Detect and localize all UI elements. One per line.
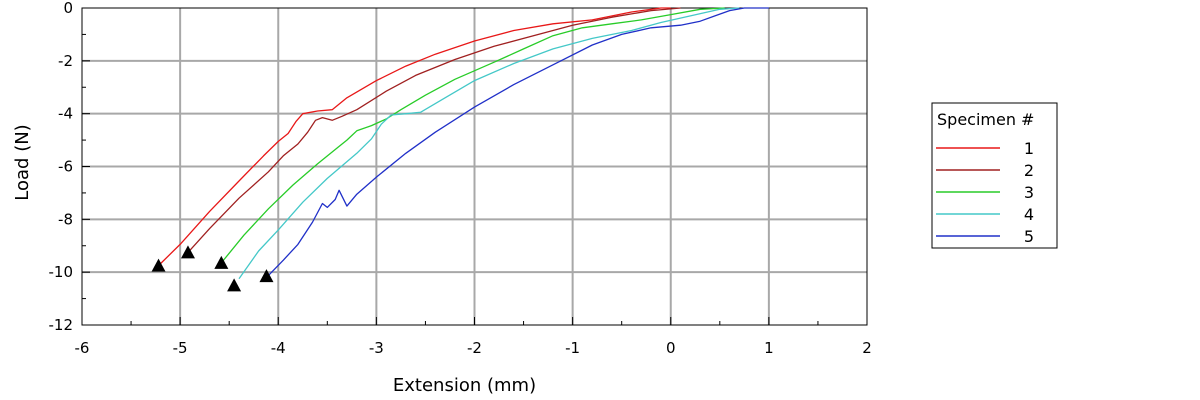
legend-label-4: 4: [1024, 205, 1034, 224]
series-line-2: [187, 7, 681, 253]
legend-label-1: 1: [1024, 139, 1034, 158]
x-tick-label: -5: [173, 339, 188, 357]
x-tick-label: -6: [75, 339, 90, 357]
series-line-4: [238, 7, 740, 280]
legend-label-3: 3: [1024, 183, 1034, 202]
series-lines: [158, 7, 769, 280]
failure-marker: [180, 245, 195, 259]
y-tick-label: -2: [58, 52, 73, 70]
failure-marker: [151, 258, 166, 272]
y-tick-label: -10: [49, 263, 74, 281]
x-tick-label: -4: [271, 339, 286, 357]
y-axis-title: Load (N): [12, 124, 33, 200]
failure-marker: [259, 269, 274, 283]
x-axis-title: Extension (mm): [393, 375, 536, 396]
x-tick-label: -1: [565, 339, 580, 357]
failure-markers: [151, 245, 274, 292]
grid: [82, 8, 867, 325]
series-line-1: [158, 7, 671, 267]
axis-ticks: -6 -5 -4 -3 -2 -1 0 1 20-2-4-6-8-10-12: [49, 0, 872, 357]
failure-marker: [214, 255, 229, 269]
legend-label-5: 5: [1024, 227, 1034, 246]
y-tick-label: 0: [63, 0, 73, 17]
x-tick-label: -3: [369, 339, 384, 357]
y-tick-label: -4: [58, 105, 73, 123]
series-line-3: [220, 7, 725, 264]
failure-marker: [227, 278, 242, 292]
x-tick-label: 0: [666, 339, 676, 357]
series-line-5: [266, 7, 769, 278]
legend: Specimen # 1 2 3 4 5: [931, 102, 1058, 249]
y-tick-label: -12: [49, 316, 74, 334]
y-tick-label: -6: [58, 158, 73, 176]
legend-title: Specimen #: [937, 110, 1034, 129]
x-tick-label: 1: [764, 339, 774, 357]
x-tick-label: 2: [862, 339, 872, 357]
legend-box: [931, 102, 1058, 249]
legend-label-2: 2: [1024, 161, 1034, 180]
x-tick-label: -2: [467, 339, 482, 357]
y-tick-label: -8: [58, 210, 73, 228]
